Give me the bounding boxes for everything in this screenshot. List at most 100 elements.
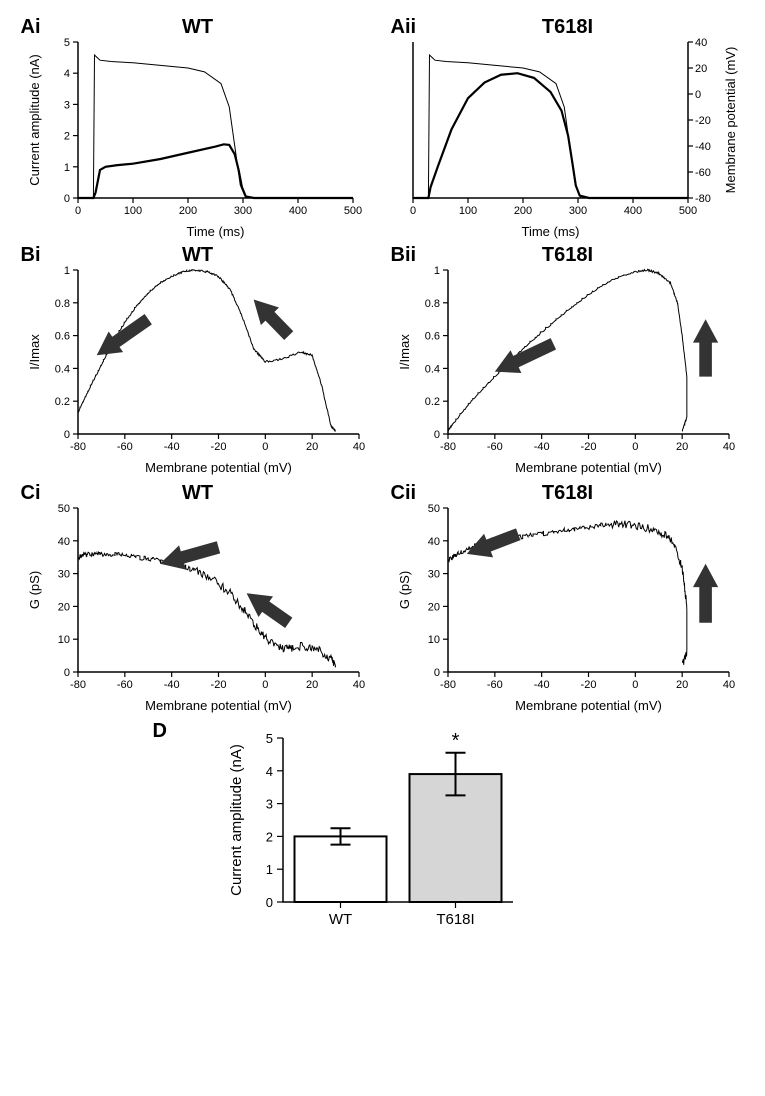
svg-text:300: 300 <box>568 205 586 217</box>
svg-text:10: 10 <box>57 634 69 646</box>
svg-text:3: 3 <box>265 797 272 812</box>
panel-ai-title: WT <box>182 16 213 39</box>
svg-text:0.2: 0.2 <box>424 396 439 408</box>
panel-ci: Ci WT -80-60-40-200204001020304050Membra… <box>23 486 373 716</box>
panel-ai-label: Ai <box>21 16 41 39</box>
panel-cii: Cii T618I -80-60-40-200204001020304050Me… <box>393 486 743 716</box>
svg-text:30: 30 <box>427 569 439 581</box>
svg-text:0: 0 <box>63 193 69 205</box>
row-b: Bi WT -80-60-40-200204000.20.40.60.81Mem… <box>20 248 745 478</box>
svg-text:-40: -40 <box>163 441 179 453</box>
panel-cii-label: Cii <box>391 482 417 505</box>
svg-text:3: 3 <box>63 99 69 111</box>
svg-text:Membrane potential (mV): Membrane potential (mV) <box>723 47 738 194</box>
svg-text:20: 20 <box>676 441 688 453</box>
svg-text:20: 20 <box>695 63 707 75</box>
svg-text:20: 20 <box>306 679 318 691</box>
svg-text:40: 40 <box>722 679 734 691</box>
figure-container: Ai WT 0100200300400500Time (ms)012345Cur… <box>20 20 745 934</box>
svg-text:-80: -80 <box>70 679 86 691</box>
svg-text:-60: -60 <box>116 441 132 453</box>
svg-text:Membrane potential (mV): Membrane potential (mV) <box>145 698 292 713</box>
svg-text:0: 0 <box>63 667 69 679</box>
svg-text:0: 0 <box>63 429 69 441</box>
svg-text:-60: -60 <box>695 167 711 179</box>
svg-text:0.4: 0.4 <box>424 363 439 375</box>
svg-text:T618I: T618I <box>436 911 474 928</box>
svg-text:0: 0 <box>262 441 268 453</box>
svg-text:0: 0 <box>632 441 638 453</box>
svg-text:2: 2 <box>265 829 272 844</box>
svg-text:20: 20 <box>57 601 69 613</box>
svg-text:Current amplitude (nA): Current amplitude (nA) <box>228 744 245 896</box>
svg-text:1: 1 <box>265 862 272 877</box>
svg-text:50: 50 <box>57 503 69 515</box>
chart-d: 012345Current amplitude (nA)WTT618I* <box>133 724 553 934</box>
chart-aii: 0100200300400500Time (ms)-80-60-40-20020… <box>393 20 743 240</box>
svg-text:G (pS): G (pS) <box>397 571 412 609</box>
svg-text:Membrane potential (mV): Membrane potential (mV) <box>515 460 662 475</box>
svg-text:5: 5 <box>63 37 69 49</box>
chart-ai: 0100200300400500Time (ms)012345Current a… <box>23 20 373 240</box>
svg-text:0.2: 0.2 <box>54 396 69 408</box>
panel-bii-title: T618I <box>542 244 593 267</box>
svg-text:5: 5 <box>265 731 272 746</box>
svg-text:40: 40 <box>695 37 707 49</box>
svg-text:Membrane potential (mV): Membrane potential (mV) <box>145 460 292 475</box>
svg-text:40: 40 <box>352 679 364 691</box>
panel-d: D 012345Current amplitude (nA)WTT618I* <box>133 724 553 934</box>
svg-text:1: 1 <box>63 265 69 277</box>
svg-text:-60: -60 <box>486 441 502 453</box>
svg-text:100: 100 <box>123 205 141 217</box>
svg-text:I/Imax: I/Imax <box>397 334 412 370</box>
svg-text:20: 20 <box>676 679 688 691</box>
panel-aii: Aii T618I 0100200300400500Time (ms)-80-6… <box>393 20 743 240</box>
svg-text:100: 100 <box>458 205 476 217</box>
svg-text:4: 4 <box>265 764 272 779</box>
svg-text:WT: WT <box>328 911 351 928</box>
panel-cii-title: T618I <box>542 482 593 505</box>
svg-text:-80: -80 <box>440 679 456 691</box>
svg-text:0: 0 <box>695 89 701 101</box>
svg-text:1: 1 <box>433 265 439 277</box>
svg-text:0.8: 0.8 <box>54 298 69 310</box>
svg-text:0: 0 <box>433 667 439 679</box>
panel-bii-label: Bii <box>391 244 417 267</box>
svg-text:0.6: 0.6 <box>54 331 69 343</box>
panel-ai: Ai WT 0100200300400500Time (ms)012345Cur… <box>23 20 373 240</box>
svg-text:0: 0 <box>262 679 268 691</box>
svg-text:500: 500 <box>678 205 696 217</box>
svg-text:10: 10 <box>427 634 439 646</box>
svg-text:-60: -60 <box>116 679 132 691</box>
svg-text:40: 40 <box>352 441 364 453</box>
svg-text:50: 50 <box>427 503 439 515</box>
svg-text:-20: -20 <box>580 679 596 691</box>
svg-text:20: 20 <box>427 601 439 613</box>
panel-aii-title: T618I <box>542 16 593 39</box>
svg-text:-40: -40 <box>695 141 711 153</box>
svg-text:30: 30 <box>57 569 69 581</box>
svg-text:Time (ms): Time (ms) <box>521 224 579 239</box>
panel-d-label: D <box>153 720 167 743</box>
svg-text:-40: -40 <box>533 441 549 453</box>
svg-text:-40: -40 <box>163 679 179 691</box>
svg-text:-20: -20 <box>580 441 596 453</box>
svg-text:-20: -20 <box>695 115 711 127</box>
svg-text:*: * <box>451 730 459 752</box>
panel-bi-title: WT <box>182 244 213 267</box>
svg-text:Time (ms): Time (ms) <box>186 224 244 239</box>
svg-text:1: 1 <box>63 162 69 174</box>
row-a: Ai WT 0100200300400500Time (ms)012345Cur… <box>20 20 745 240</box>
svg-text:40: 40 <box>57 536 69 548</box>
svg-text:I/Imax: I/Imax <box>27 334 42 370</box>
svg-text:20: 20 <box>306 441 318 453</box>
panel-bi-label: Bi <box>21 244 41 267</box>
svg-text:200: 200 <box>513 205 531 217</box>
svg-text:0: 0 <box>409 205 415 217</box>
svg-text:Membrane potential (mV): Membrane potential (mV) <box>515 698 662 713</box>
svg-text:40: 40 <box>722 441 734 453</box>
svg-text:-20: -20 <box>210 441 226 453</box>
svg-text:0.8: 0.8 <box>424 298 439 310</box>
panel-bi: Bi WT -80-60-40-200204000.20.40.60.81Mem… <box>23 248 373 478</box>
svg-text:300: 300 <box>233 205 251 217</box>
